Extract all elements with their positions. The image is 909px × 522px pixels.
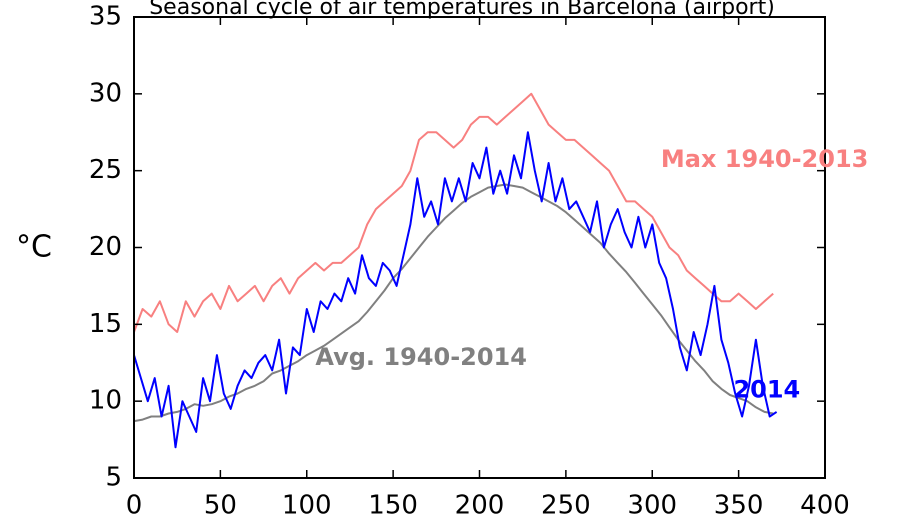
x-tick-label: 250	[541, 491, 591, 521]
series-annotation-2: 2014	[733, 375, 800, 403]
y-tick-label: 15	[89, 309, 122, 339]
y-tick-label: 20	[89, 232, 122, 262]
y-axis-ticks: 5 10 15 20 25 30 35	[89, 2, 825, 493]
x-tick-label: 150	[368, 491, 418, 521]
x-tick-label: 300	[627, 491, 677, 521]
chart-title: Seasonal cycle of air temperatures in Ba…	[149, 0, 775, 20]
x-tick-label: 50	[204, 491, 237, 521]
series-annotation-1: Avg. 1940-2014	[315, 343, 527, 371]
x-tick-label: 350	[714, 491, 764, 521]
series-annotation-0: Max 1940-2013	[661, 145, 868, 173]
x-tick-label: 200	[455, 491, 505, 521]
y-tick-label: 30	[89, 78, 122, 108]
x-tick-label: 100	[282, 491, 332, 521]
x-axis-ticks: 0 50 100 150 200 250 300 350 400	[126, 17, 850, 521]
x-tick-label: 400	[800, 491, 850, 521]
series-line-2	[133, 131, 778, 449]
series-layer	[133, 92, 778, 449]
y-tick-label: 35	[89, 2, 122, 32]
y-tick-label: 10	[89, 386, 122, 416]
series-annotations: Max 1940-2013 Avg. 1940-2014 2014	[315, 145, 868, 404]
y-tick-label: 5	[105, 463, 122, 493]
x-tick-label: 0	[126, 491, 143, 521]
y-tick-label: 25	[89, 155, 122, 185]
series-line-0	[133, 92, 774, 333]
plot-frame	[133, 16, 826, 479]
y-axis-label: °C	[16, 230, 52, 265]
series-line-1	[133, 183, 774, 423]
